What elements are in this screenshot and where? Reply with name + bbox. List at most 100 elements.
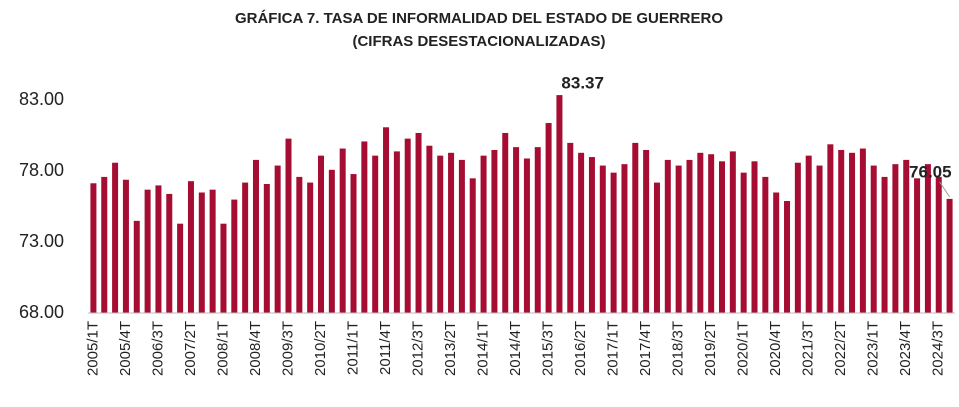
x-tick-label: 2017/1T	[605, 321, 622, 376]
bar	[263, 183, 270, 313]
bar	[805, 155, 812, 313]
x-tick-label: 2012/3T	[410, 321, 427, 376]
x-tick-label: 2020/1T	[735, 321, 752, 376]
bar	[252, 159, 259, 313]
bar	[924, 164, 931, 313]
bar	[762, 176, 769, 313]
bar	[404, 138, 411, 313]
bar	[426, 145, 433, 313]
bar	[361, 141, 368, 313]
x-tick-label: 2020/4T	[767, 321, 784, 376]
x-tick-label: 2005/4T	[117, 321, 134, 376]
bar	[729, 151, 736, 313]
bar	[881, 176, 888, 313]
bar	[838, 149, 845, 313]
bar	[740, 172, 747, 313]
bar	[112, 162, 119, 313]
bar	[664, 159, 671, 313]
bar	[946, 198, 953, 313]
x-tick-label: 2022/2T	[832, 321, 849, 376]
x-tick-label: 2017/4T	[637, 321, 654, 376]
chart-subtitle: (CIFRAS DESESTACIONALIZADAS)	[352, 33, 605, 50]
bar	[231, 199, 238, 313]
bar	[935, 176, 942, 313]
bar	[393, 151, 400, 313]
bar	[328, 169, 335, 313]
bar	[318, 155, 325, 313]
x-tick-label: 2005/1T	[84, 321, 101, 376]
bar	[653, 182, 660, 313]
x-tick-label: 2016/2T	[572, 321, 589, 376]
bar	[274, 165, 281, 313]
x-tick-label: 2024/3T	[930, 321, 947, 376]
bar	[122, 179, 129, 313]
x-tick-label: 2015/3T	[540, 321, 557, 376]
bar	[144, 189, 151, 313]
chart-title: GRÁFICA 7. TASA DE INFORMALIDAD DEL ESTA…	[235, 10, 723, 27]
bar	[675, 165, 682, 313]
bar	[177, 223, 184, 313]
bar	[448, 152, 455, 313]
bar	[90, 183, 97, 313]
bar	[502, 132, 509, 313]
bar	[784, 201, 791, 313]
bar	[545, 123, 552, 313]
x-tick-label: 2023/1T	[865, 321, 882, 376]
bar	[296, 176, 303, 313]
bar	[599, 165, 606, 313]
bar	[773, 192, 780, 313]
bar	[339, 148, 346, 313]
bar	[469, 178, 476, 313]
x-tick-label: 2021/3T	[800, 321, 817, 376]
bar	[686, 159, 693, 313]
bar	[101, 176, 108, 313]
bar	[480, 155, 487, 313]
y-tick-label: 83.00	[19, 89, 64, 109]
x-tick-label: 2006/3T	[149, 321, 166, 376]
bar	[567, 142, 574, 313]
x-tick-label: 2013/2T	[442, 321, 459, 376]
x-tick-label: 2009/3T	[279, 321, 296, 376]
bar	[491, 149, 498, 313]
bar	[307, 182, 314, 313]
bar	[534, 147, 541, 313]
bar	[220, 223, 227, 313]
value-label: 83.37	[561, 74, 604, 93]
bar	[198, 192, 205, 313]
x-tick-label: 2010/2T	[312, 321, 329, 376]
bar	[383, 127, 390, 313]
bar	[133, 220, 140, 313]
bar	[556, 95, 563, 313]
bar	[903, 159, 910, 313]
bar	[458, 159, 465, 313]
bar	[827, 144, 834, 313]
x-tick-label: 2008/1T	[214, 321, 231, 376]
x-tick-label: 2014/4T	[507, 321, 524, 376]
bar	[849, 152, 856, 313]
bar	[816, 165, 823, 313]
bar	[513, 147, 520, 313]
bar	[751, 161, 758, 313]
bar	[437, 155, 444, 313]
bar	[697, 152, 704, 313]
x-tick-label: 2008/4T	[247, 321, 264, 376]
bar	[415, 132, 422, 313]
y-tick-label: 73.00	[19, 231, 64, 251]
x-tick-label: 2014/1T	[475, 321, 492, 376]
bar	[166, 193, 173, 313]
bar	[285, 138, 292, 313]
bar	[523, 158, 530, 313]
value-label: 76.05	[909, 162, 952, 181]
bar	[892, 164, 899, 313]
x-tick-label: 2018/3T	[670, 321, 687, 376]
leader-line	[939, 181, 950, 198]
bar	[718, 161, 725, 313]
bar	[794, 162, 801, 313]
x-tick-label: 2011/1T	[344, 321, 361, 375]
x-tick-label: 2007/2T	[182, 321, 199, 376]
bar	[578, 152, 585, 313]
x-tick-label: 2011/4T	[377, 321, 394, 375]
bar	[870, 165, 877, 313]
bar	[187, 181, 194, 313]
